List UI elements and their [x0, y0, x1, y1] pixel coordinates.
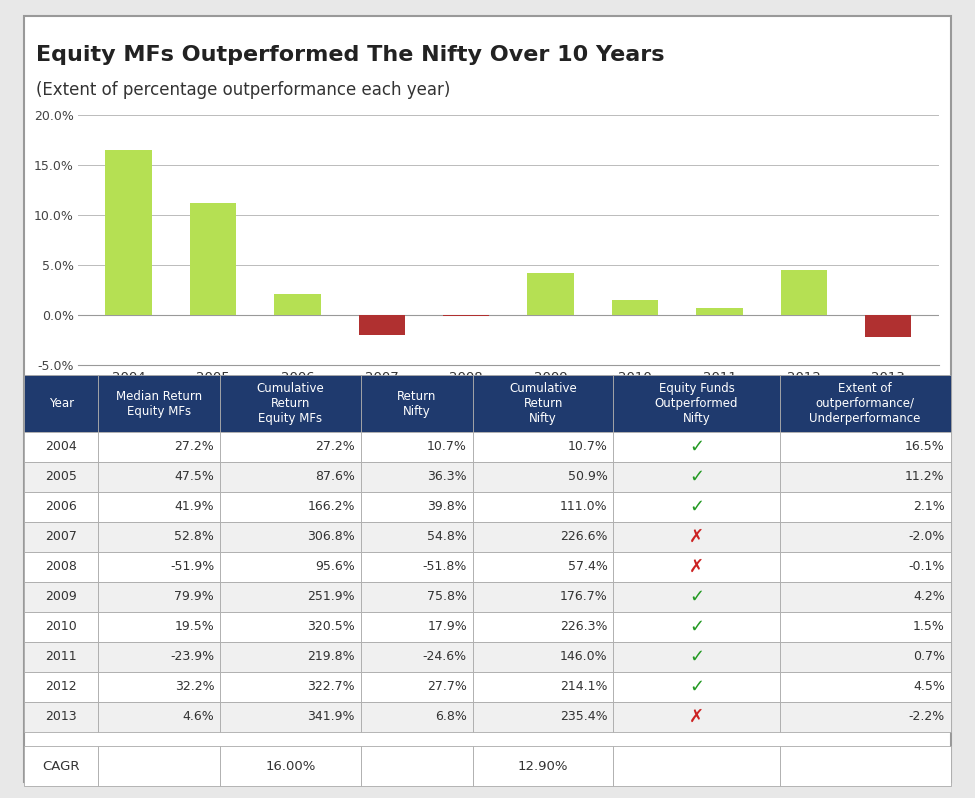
Text: 226.3%: 226.3%: [560, 621, 607, 634]
Text: 219.8%: 219.8%: [307, 650, 355, 663]
Bar: [105, 150, 152, 315]
Bar: [190, 203, 236, 315]
Text: 4.2%: 4.2%: [913, 591, 945, 603]
Bar: [527, 273, 574, 315]
Text: 54.8%: 54.8%: [427, 531, 467, 543]
Text: -23.9%: -23.9%: [170, 650, 214, 663]
Text: ✗: ✗: [689, 528, 704, 546]
Text: 79.9%: 79.9%: [175, 591, 214, 603]
Text: 47.5%: 47.5%: [175, 471, 214, 484]
Text: 11.2%: 11.2%: [905, 471, 945, 484]
Text: 50.9%: 50.9%: [567, 471, 607, 484]
Text: CAGR: CAGR: [43, 760, 80, 772]
Text: 111.0%: 111.0%: [560, 500, 607, 513]
Bar: [696, 308, 743, 315]
Bar: [274, 294, 321, 315]
Text: -51.9%: -51.9%: [170, 560, 214, 574]
Text: -2.2%: -2.2%: [909, 710, 945, 724]
Text: ✓: ✓: [689, 678, 704, 696]
Text: ✓: ✓: [689, 588, 704, 606]
Text: 2008: 2008: [46, 560, 77, 574]
Text: 235.4%: 235.4%: [560, 710, 607, 724]
Text: 2011: 2011: [46, 650, 77, 663]
Text: Median Return
Equity MFs: Median Return Equity MFs: [116, 389, 203, 417]
Text: 4.6%: 4.6%: [182, 710, 214, 724]
Text: Cumulative
Return
Equity MFs: Cumulative Return Equity MFs: [256, 382, 325, 425]
Text: 2005: 2005: [46, 471, 77, 484]
Text: 6.8%: 6.8%: [435, 710, 467, 724]
Text: 146.0%: 146.0%: [560, 650, 607, 663]
Text: 306.8%: 306.8%: [307, 531, 355, 543]
Text: -24.6%: -24.6%: [423, 650, 467, 663]
Text: 10.7%: 10.7%: [427, 440, 467, 453]
Text: 95.6%: 95.6%: [315, 560, 355, 574]
Text: Cumulative
Return
Nifty: Cumulative Return Nifty: [509, 382, 577, 425]
Text: 176.7%: 176.7%: [560, 591, 607, 603]
Text: 57.4%: 57.4%: [567, 560, 607, 574]
Text: 12.90%: 12.90%: [518, 760, 568, 772]
Text: 2012: 2012: [46, 681, 77, 693]
Text: 27.2%: 27.2%: [175, 440, 214, 453]
Text: ✗: ✗: [689, 708, 704, 726]
Text: Equity Funds
Outperformed
Nifty: Equity Funds Outperformed Nifty: [655, 382, 738, 425]
Text: 16.5%: 16.5%: [905, 440, 945, 453]
Text: 251.9%: 251.9%: [307, 591, 355, 603]
Text: 87.6%: 87.6%: [315, 471, 355, 484]
Text: -51.8%: -51.8%: [422, 560, 467, 574]
Text: 17.9%: 17.9%: [427, 621, 467, 634]
Text: 41.9%: 41.9%: [175, 500, 214, 513]
Bar: [612, 300, 658, 315]
Text: 2004: 2004: [46, 440, 77, 453]
Text: 4.5%: 4.5%: [913, 681, 945, 693]
Text: 1.5%: 1.5%: [913, 621, 945, 634]
Text: 2007: 2007: [46, 531, 77, 543]
Text: 341.9%: 341.9%: [307, 710, 355, 724]
Text: 52.8%: 52.8%: [175, 531, 214, 543]
Text: 19.5%: 19.5%: [175, 621, 214, 634]
Text: 27.7%: 27.7%: [427, 681, 467, 693]
Text: ✓: ✓: [689, 498, 704, 516]
Text: 2006: 2006: [46, 500, 77, 513]
Text: ✓: ✓: [689, 438, 704, 456]
Text: 2010: 2010: [46, 621, 77, 634]
Text: -0.1%: -0.1%: [909, 560, 945, 574]
Text: 16.00%: 16.00%: [265, 760, 316, 772]
Bar: [781, 270, 827, 315]
Text: 2009: 2009: [46, 591, 77, 603]
Text: (Extent of percentage outperformance each year): (Extent of percentage outperformance eac…: [36, 81, 450, 99]
Text: 0.7%: 0.7%: [913, 650, 945, 663]
Bar: [865, 315, 912, 337]
Text: -2.0%: -2.0%: [909, 531, 945, 543]
Text: 166.2%: 166.2%: [307, 500, 355, 513]
Text: 322.7%: 322.7%: [307, 681, 355, 693]
Text: ✓: ✓: [689, 648, 704, 666]
Text: Equity MFs Outperformed The Nifty Over 10 Years: Equity MFs Outperformed The Nifty Over 1…: [36, 45, 665, 65]
Text: ✓: ✓: [689, 468, 704, 486]
Bar: [359, 315, 405, 335]
Text: ✓: ✓: [689, 618, 704, 636]
Text: 2.1%: 2.1%: [913, 500, 945, 513]
Text: 36.3%: 36.3%: [427, 471, 467, 484]
Text: Extent of
outperformance/
Underperformance: Extent of outperformance/ Underperforman…: [809, 382, 920, 425]
Text: Return
Nifty: Return Nifty: [397, 389, 437, 417]
Text: 32.2%: 32.2%: [175, 681, 214, 693]
Text: 2013: 2013: [46, 710, 77, 724]
Text: 320.5%: 320.5%: [307, 621, 355, 634]
Text: 214.1%: 214.1%: [560, 681, 607, 693]
Text: 39.8%: 39.8%: [427, 500, 467, 513]
Text: ✗: ✗: [689, 558, 704, 576]
Text: 75.8%: 75.8%: [427, 591, 467, 603]
Text: 27.2%: 27.2%: [315, 440, 355, 453]
Bar: [443, 315, 489, 316]
Text: Year: Year: [49, 397, 74, 410]
Text: 226.6%: 226.6%: [560, 531, 607, 543]
Text: 10.7%: 10.7%: [567, 440, 607, 453]
